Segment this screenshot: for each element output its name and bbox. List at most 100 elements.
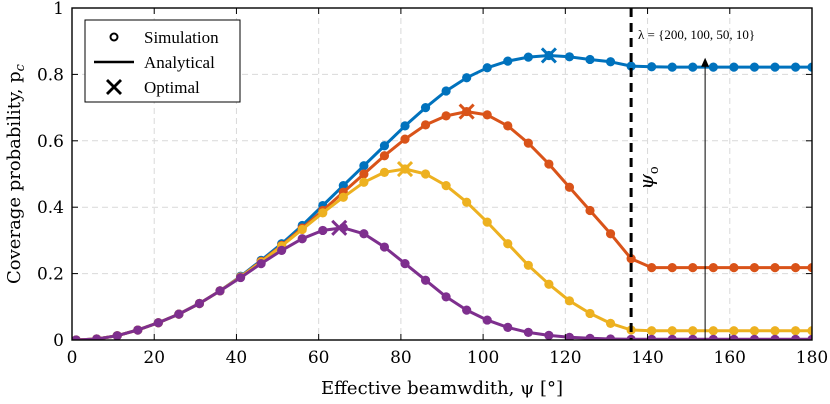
- data-point: [359, 169, 369, 179]
- data-point: [297, 234, 307, 244]
- y-tick-label: 1: [53, 0, 64, 19]
- data-point: [523, 138, 533, 148]
- x-tick-label: 0: [67, 348, 78, 368]
- data-point: [215, 286, 225, 296]
- data-point: [564, 52, 575, 62]
- optimal-marker: [458, 103, 475, 120]
- data-point: [605, 318, 616, 328]
- data-point: [605, 334, 616, 340]
- data-point: [503, 121, 513, 131]
- data-point: [585, 205, 595, 216]
- data-point: [441, 86, 451, 96]
- x-tick-label: 80: [390, 348, 412, 368]
- x-tick-label: 60: [308, 348, 330, 368]
- data-point: [749, 326, 760, 336]
- data-point: [790, 326, 801, 336]
- data-point: [523, 327, 533, 337]
- data-point: [770, 263, 780, 273]
- y-tick-label: 0.6: [37, 132, 64, 152]
- data-point: [585, 333, 595, 340]
- legend: Simulation Analytical Optimal: [84, 19, 241, 103]
- x-tick-label: 120: [549, 348, 581, 368]
- data-point: [379, 141, 390, 151]
- data-point: [807, 263, 812, 273]
- data-point: [807, 62, 812, 72]
- data-point: [688, 263, 698, 273]
- data-point: [92, 334, 102, 340]
- data-point: [420, 103, 431, 113]
- data-point: [277, 245, 287, 255]
- data-point: [647, 62, 657, 72]
- lambda-annotation: λ = {200, 100, 50, 10}: [638, 27, 755, 42]
- data-point: [708, 326, 718, 336]
- data-point: [708, 62, 718, 72]
- data-point: [133, 325, 143, 335]
- data-point: [585, 308, 595, 319]
- data-point: [359, 161, 369, 171]
- axis-ticks: 0 20 40 60 80 100 120 140 160 180 0 0.2 0.4 0.6 0.8 1: [37, 0, 828, 368]
- data-point: [729, 62, 739, 72]
- data-point: [688, 326, 698, 336]
- plot-frame: [71, 7, 813, 341]
- data-point: [544, 330, 554, 340]
- data-point: [379, 242, 390, 252]
- y-tick-label: 0.2: [37, 265, 64, 285]
- data-point: [749, 263, 760, 273]
- data-point: [790, 334, 801, 340]
- data-point: [564, 296, 575, 306]
- legend-label-simulation: Simulation: [144, 28, 219, 47]
- data-point: [482, 110, 492, 120]
- data-point: [729, 326, 739, 336]
- data-point: [790, 62, 801, 72]
- data-point: [441, 292, 451, 302]
- data-point: [112, 331, 122, 340]
- data-point: [297, 224, 307, 235]
- legend-marker-simulation: [109, 32, 119, 42]
- data-point: [647, 326, 657, 336]
- data-point: [729, 263, 739, 273]
- data-point: [770, 326, 780, 336]
- data-point: [667, 263, 677, 273]
- data-point: [544, 159, 554, 169]
- data-point: [482, 63, 492, 73]
- data-point: [667, 62, 677, 72]
- y-axis-label-main: Coverage probability, p: [4, 71, 25, 284]
- data-point: [667, 334, 677, 340]
- data-point: [462, 73, 472, 83]
- x-tick-label: 20: [143, 348, 165, 368]
- data-point: [667, 326, 677, 336]
- data-point: [174, 309, 184, 319]
- data-point: [503, 322, 513, 332]
- data-point: [318, 208, 328, 218]
- data-point: [420, 169, 431, 179]
- vline-label-sub: o: [647, 166, 662, 174]
- data-point: [338, 181, 348, 191]
- y-axis-label: Coverage probability, pc: [4, 63, 28, 284]
- y-tick-label: 0.8: [37, 65, 64, 85]
- data-point: [359, 177, 369, 187]
- x-tick-label: 40: [226, 348, 248, 368]
- data-point: [688, 62, 698, 72]
- data-point: [688, 334, 698, 340]
- data-point: [564, 332, 575, 340]
- optimal-marker-stroke: [458, 103, 475, 120]
- data-point: [338, 192, 348, 202]
- y-axis-label-sub: c: [13, 63, 28, 71]
- data-point: [626, 254, 636, 264]
- data-point: [482, 315, 492, 325]
- data-point: [379, 167, 390, 177]
- data-point: [379, 151, 390, 161]
- data-point: [72, 335, 81, 340]
- data-point: [770, 62, 780, 72]
- data-point: [441, 181, 451, 191]
- data-point: [441, 111, 451, 121]
- annotation-arrow: [701, 57, 710, 340]
- data-point: [482, 217, 492, 227]
- data-point: [647, 334, 657, 340]
- data-point: [318, 225, 328, 236]
- series-layer: [72, 47, 812, 340]
- data-point: [400, 259, 410, 269]
- data-point: [605, 229, 616, 239]
- legend-label-analytical: Analytical: [144, 53, 215, 72]
- data-point: [462, 197, 472, 207]
